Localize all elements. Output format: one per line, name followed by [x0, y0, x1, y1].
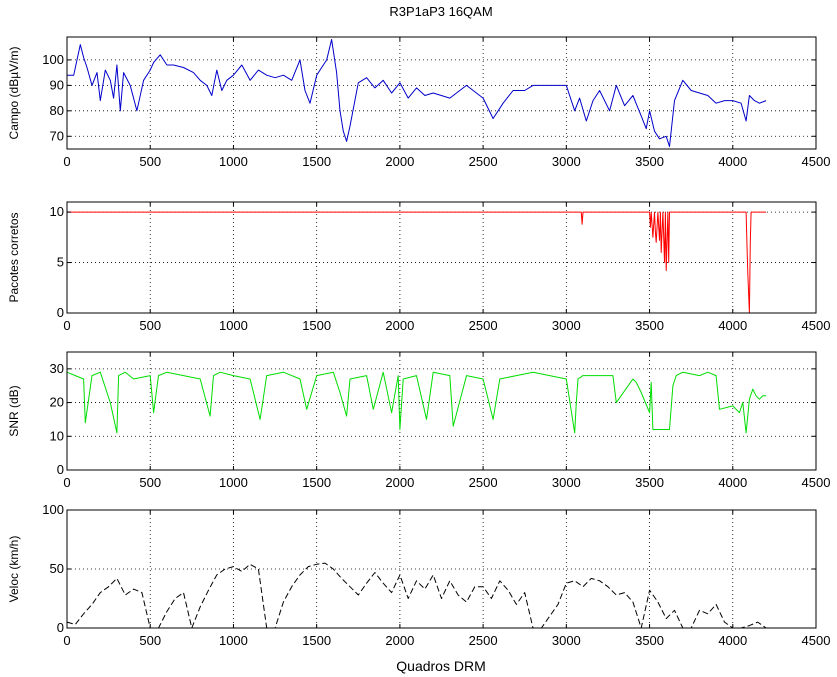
y-tick-label: 50: [50, 561, 64, 576]
y-axis-label: Pacotes corretos: [7, 212, 21, 302]
x-tick-label: 0: [63, 318, 70, 333]
y-tick-label: 100: [42, 502, 64, 517]
x-tick-label: 1500: [302, 154, 331, 169]
x-tick-label: 4500: [802, 318, 831, 333]
x-tick-label: 4000: [718, 318, 747, 333]
x-tick-label: 3500: [635, 154, 664, 169]
x-tick-label: 2500: [469, 633, 498, 648]
y-tick-label: 0: [57, 620, 64, 635]
x-tick-label: 3000: [552, 318, 581, 333]
x-tick-label: 3000: [552, 633, 581, 648]
x-tick-label: 2000: [385, 318, 414, 333]
x-axis-label: Quadros DRM: [396, 658, 485, 674]
x-tick-label: 2500: [469, 318, 498, 333]
x-tick-label: 3000: [552, 154, 581, 169]
x-tick-label: 3500: [635, 475, 664, 490]
y-tick-label: 80: [50, 103, 64, 118]
x-tick-label: 500: [139, 633, 161, 648]
x-tick-label: 4500: [802, 633, 831, 648]
x-tick-label: 3500: [635, 318, 664, 333]
subplot-3: 0 500 1000 1500 2000 2500 3000 3500 4000 4500 0 10 2…: [7, 351, 831, 490]
x-tick-label: 0: [63, 633, 70, 648]
series-line: [66, 562, 767, 629]
y-tick-label: 10: [50, 428, 64, 443]
x-tick-label: 4500: [802, 154, 831, 169]
x-tick-label: 1000: [219, 633, 248, 648]
y-axis-label: SNR (dB): [7, 385, 21, 436]
x-tick-label: 1500: [302, 318, 331, 333]
y-axis-label: Veloc (km/h): [7, 536, 21, 603]
x-tick-label: 3500: [635, 633, 664, 648]
x-tick-label: 1000: [219, 318, 248, 333]
axes-box: [66, 351, 817, 471]
subplot-4: 0 500 1000 1500 2000 2500 3000 3500 4000 4500 0 50 1…: [7, 502, 830, 648]
series-line: [67, 211, 767, 314]
series-line: [66, 371, 767, 434]
y-axis-label: Campo (dBµV/m): [7, 47, 21, 140]
x-tick-label: 1500: [302, 633, 331, 648]
x-tick-label: 4500: [802, 475, 831, 490]
x-tick-label: 2500: [469, 154, 498, 169]
x-tick-label: 2000: [385, 475, 414, 490]
y-tick-label: 90: [50, 77, 64, 92]
x-tick-label: 3000: [552, 475, 581, 490]
x-tick-label: 4000: [718, 633, 747, 648]
y-tick-label: 20: [50, 395, 64, 410]
x-tick-label: 1000: [219, 154, 248, 169]
x-tick-label: 1000: [219, 475, 248, 490]
series-line: [67, 39, 767, 147]
y-tick-label: 100: [42, 52, 64, 67]
x-tick-label: 500: [139, 318, 161, 333]
y-tick-label: 5: [57, 255, 64, 270]
x-tick-label: 4000: [718, 154, 747, 169]
x-tick-label: 500: [139, 475, 161, 490]
x-tick-label: 0: [63, 475, 70, 490]
x-tick-label: 0: [63, 154, 70, 169]
x-tick-label: 500: [139, 154, 161, 169]
x-tick-label: 2500: [469, 475, 498, 490]
y-tick-label: 70: [50, 128, 64, 143]
y-tick-label: 0: [57, 305, 64, 320]
x-tick-label: 2000: [385, 633, 414, 648]
subplots: 0 500 1000 1500 2000 2500 3000 3500 4000 45007080…: [7, 36, 831, 648]
axes-box: [66, 201, 817, 314]
y-tick-label: 30: [50, 361, 64, 376]
subplot-1: 0 500 1000 1500 2000 2500 3000 3500 4000 4500 70 80…: [7, 36, 831, 169]
figure-title: R3P1aP3 16QAM: [389, 4, 492, 19]
axes-box: [66, 36, 817, 150]
y-tick-label: 10: [50, 204, 64, 219]
x-tick-label: 4000: [718, 475, 747, 490]
y-tick-label: 0: [57, 462, 64, 477]
x-tick-label: 2000: [385, 154, 414, 169]
x-tick-label: 1500: [302, 475, 331, 490]
subplot-2: 0 500 1000 1500 2000 2500 3000 3500 4000 4500 0 5 10…: [7, 201, 831, 333]
